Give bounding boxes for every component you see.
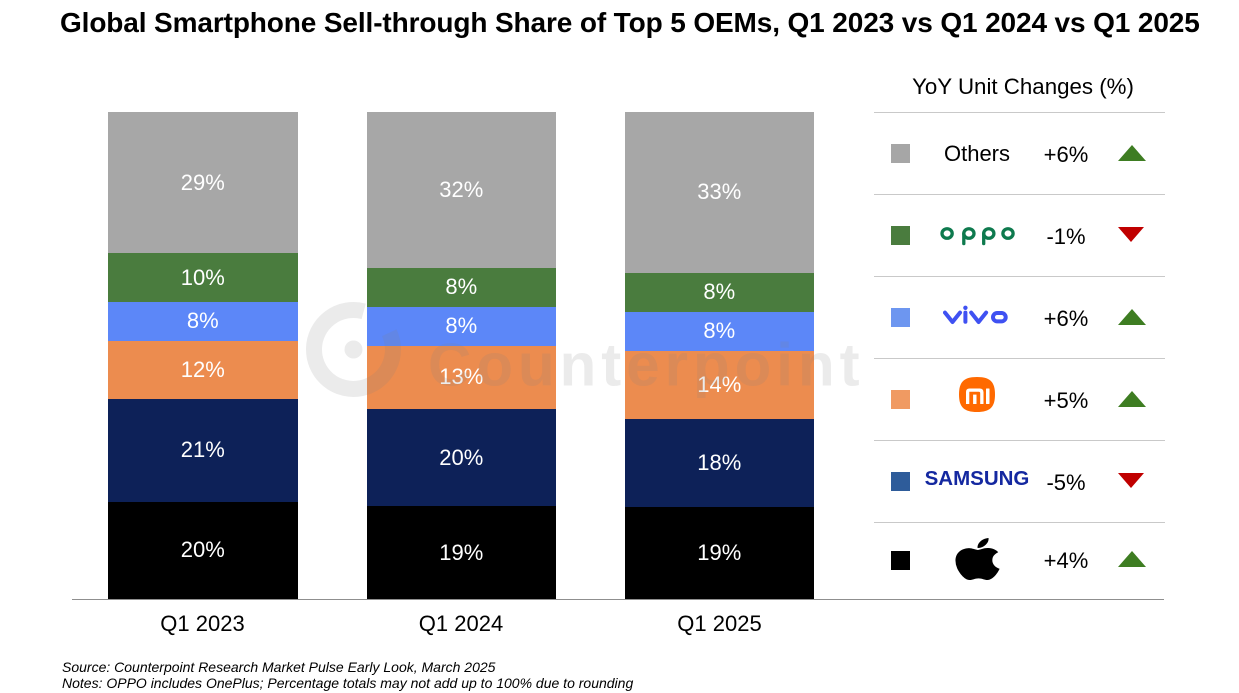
svg-text:Counterpoint: Counterpoint: [428, 332, 865, 399]
